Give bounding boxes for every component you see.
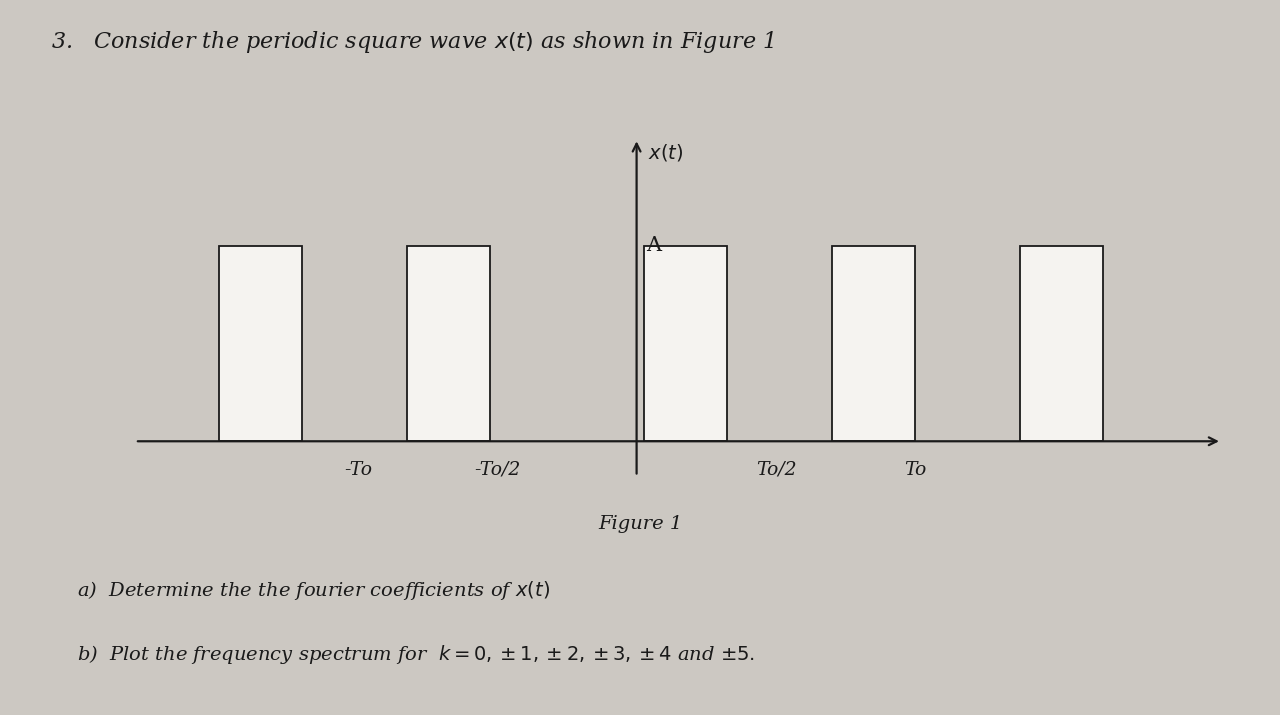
Bar xyxy=(644,246,727,441)
Text: b)  Plot the frequency spectrum for  $k = 0, \pm1, \pm2, \pm3, \pm4$ and $\pm 5.: b) Plot the frequency spectrum for $k = … xyxy=(77,644,755,666)
Text: $x(t)$: $x(t)$ xyxy=(648,142,684,163)
Bar xyxy=(407,246,490,441)
Text: A: A xyxy=(646,237,662,255)
Text: a)  Determine the the fourier coefficients of $x(t)$: a) Determine the the fourier coefficient… xyxy=(77,579,550,602)
Bar xyxy=(832,246,915,441)
Text: -To: -To xyxy=(344,460,372,479)
Text: 3.   Consider the periodic square wave $x(t)$ as shown in Figure 1: 3. Consider the periodic square wave $x(… xyxy=(51,29,774,54)
Bar xyxy=(1020,246,1103,441)
Text: -To/2: -To/2 xyxy=(474,460,521,479)
Text: To/2: To/2 xyxy=(755,460,796,479)
Bar xyxy=(219,246,302,441)
Text: To: To xyxy=(904,460,927,479)
Text: Figure 1: Figure 1 xyxy=(598,515,682,533)
